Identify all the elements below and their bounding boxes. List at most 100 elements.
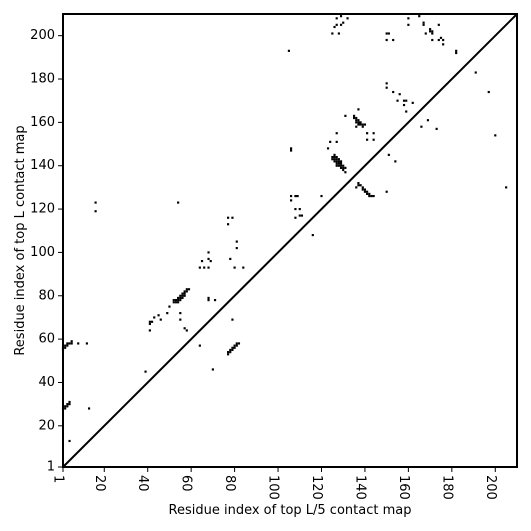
x-axis-ticks: 1 20 40 60 80 100 120 140 160 180 200 xyxy=(51,467,498,500)
contact-point xyxy=(429,30,432,33)
contact-point xyxy=(335,162,338,165)
contact-point xyxy=(442,43,445,46)
contact-point xyxy=(179,296,182,300)
contact-point xyxy=(294,207,297,211)
contact-point xyxy=(144,370,147,373)
contact-point xyxy=(431,30,434,33)
contact-point xyxy=(339,23,343,26)
contact-point xyxy=(172,301,175,304)
contact-point xyxy=(179,294,182,297)
contact-point xyxy=(185,290,188,293)
contact-point xyxy=(66,403,69,406)
contact-point xyxy=(474,71,477,74)
plot-area-frame xyxy=(62,13,518,468)
contact-point xyxy=(177,299,180,302)
points-layer xyxy=(61,15,508,443)
contact-point xyxy=(355,119,358,122)
contact-point xyxy=(335,17,338,20)
x-tick-label: 1 xyxy=(51,475,66,483)
contact-point xyxy=(331,155,334,159)
contact-point xyxy=(181,296,184,300)
contact-point xyxy=(179,299,182,302)
contact-point xyxy=(407,17,410,20)
contact-point xyxy=(198,266,201,269)
contact-point xyxy=(203,266,206,269)
contact-point xyxy=(290,194,293,198)
contact-point xyxy=(70,342,73,345)
contact-point xyxy=(233,344,236,347)
contact-point xyxy=(366,190,369,193)
contact-point xyxy=(353,114,356,117)
contact-point xyxy=(209,260,212,263)
contact-point xyxy=(398,93,401,96)
contact-point xyxy=(227,353,230,356)
contact-point xyxy=(287,49,290,52)
contact-point xyxy=(455,49,458,52)
contact-point xyxy=(227,351,230,354)
contact-point xyxy=(68,439,71,443)
contact-point xyxy=(407,23,410,26)
contact-point xyxy=(357,121,360,124)
y-tick-label: 160 xyxy=(30,115,55,130)
contact-point xyxy=(344,114,347,117)
contact-point xyxy=(359,123,362,126)
contact-point xyxy=(372,132,375,135)
contact-point xyxy=(166,312,169,315)
contact-point xyxy=(455,51,458,55)
contact-point xyxy=(359,121,362,124)
contact-point xyxy=(337,158,340,161)
contact-point xyxy=(437,23,440,26)
contact-point xyxy=(320,194,323,198)
contact-point xyxy=(411,101,414,104)
contact-point xyxy=(68,400,71,404)
contact-point xyxy=(331,32,334,35)
contact-point xyxy=(405,99,408,102)
contact-point xyxy=(290,147,293,150)
contact-point xyxy=(294,216,297,219)
contact-point xyxy=(387,153,390,156)
contact-point xyxy=(363,123,367,126)
x-tick-label: 200 xyxy=(483,475,498,500)
x-tick-label: 60 xyxy=(179,475,194,492)
y-tick-label: 180 xyxy=(30,72,55,87)
contact-point xyxy=(353,116,356,120)
y-tick-label: 40 xyxy=(38,375,55,390)
contact-point xyxy=(181,294,184,297)
x-tick-label: 140 xyxy=(352,475,367,500)
contact-point xyxy=(333,155,336,159)
contact-point xyxy=(335,132,338,135)
contact-point xyxy=(361,125,364,128)
contact-point xyxy=(207,296,210,300)
contact-point xyxy=(179,318,182,321)
contact-point xyxy=(344,171,347,174)
contact-point xyxy=(207,266,210,269)
contact-point xyxy=(357,184,360,187)
contact-point xyxy=(366,192,369,195)
contact-point xyxy=(437,38,440,42)
contact-point xyxy=(357,119,360,122)
contact-point xyxy=(211,368,214,371)
contact-point xyxy=(337,32,340,35)
contact-point xyxy=(70,340,73,343)
contact-point xyxy=(357,108,360,111)
contact-point xyxy=(94,201,97,204)
y-tick-label: 80 xyxy=(38,288,55,303)
contact-point xyxy=(357,123,360,126)
contact-point xyxy=(366,138,369,141)
x-tick-label: 40 xyxy=(135,475,150,492)
contact-point xyxy=(235,344,238,347)
contact-point xyxy=(394,160,397,163)
contact-point xyxy=(183,294,186,297)
contact-point xyxy=(335,140,338,143)
contact-point xyxy=(300,214,304,217)
contact-point xyxy=(172,299,175,302)
contact-point xyxy=(150,320,154,323)
contact-point xyxy=(311,234,314,237)
contact-point xyxy=(296,194,299,198)
contact-point xyxy=(179,312,182,315)
y-tick-label: 120 xyxy=(30,202,55,217)
contact-point xyxy=(200,260,204,263)
contact-point xyxy=(77,342,80,345)
contact-point xyxy=(335,164,338,167)
